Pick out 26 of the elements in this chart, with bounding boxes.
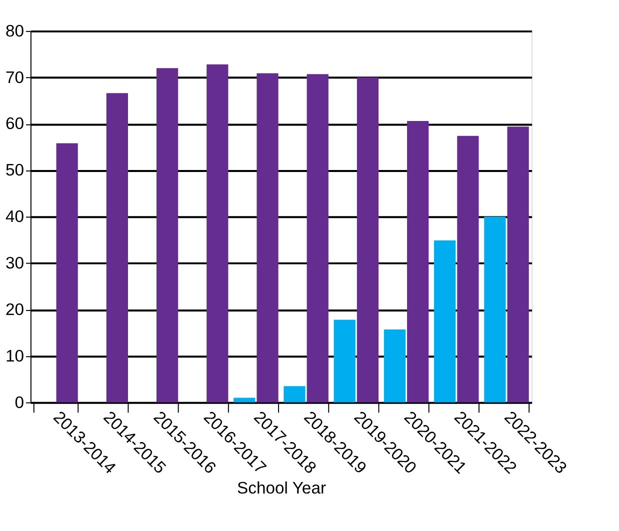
y-tick-label: 70	[6, 68, 24, 87]
bar	[106, 93, 128, 402]
y-tick-label: 80	[6, 21, 24, 40]
bar	[234, 398, 256, 402]
bar	[484, 216, 506, 402]
bar	[56, 143, 78, 402]
bar	[256, 73, 278, 402]
bar	[284, 386, 306, 402]
bar	[356, 77, 379, 402]
y-tick-label: 50	[6, 160, 24, 180]
bar	[206, 64, 228, 402]
bar	[384, 329, 406, 402]
bar	[156, 68, 178, 402]
y-tick-label: 0	[14, 392, 24, 412]
bar	[507, 126, 529, 402]
bar	[334, 320, 356, 402]
x-axis-title: School Year	[236, 478, 326, 498]
bar	[457, 136, 479, 402]
y-tick-label: 40	[6, 207, 24, 226]
y-tick-label: 30	[6, 253, 24, 272]
bar	[407, 121, 429, 402]
bar	[434, 240, 456, 402]
bar	[306, 74, 328, 402]
y-tick-label: 60	[6, 114, 24, 134]
y-tick-label: 20	[6, 300, 24, 319]
y-tick-label: 10	[6, 346, 24, 366]
